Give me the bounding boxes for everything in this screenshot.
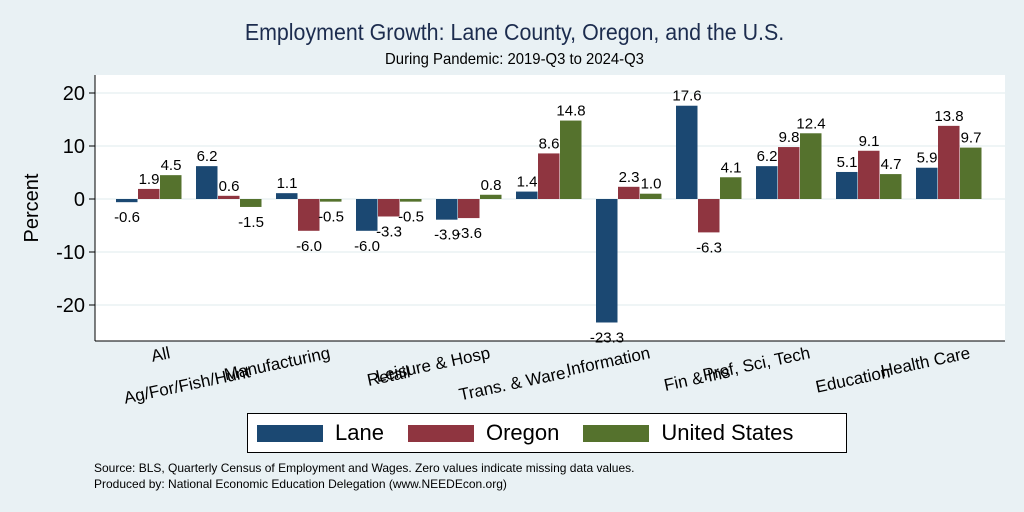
bar-chart: -0.61.94.56.20.6-1.51.1-6.0-0.5-6.0-3.3-…	[21, 75, 1005, 408]
bar-oregon	[298, 199, 320, 231]
bar-lane	[916, 167, 938, 199]
data-label: -0.6	[114, 209, 140, 226]
bar-oregon	[138, 188, 160, 199]
bar-oregon	[778, 147, 800, 199]
data-label: -6.0	[354, 238, 380, 255]
legend-swatch-lane	[257, 424, 323, 442]
data-label: -3.9	[434, 227, 460, 244]
data-label: 9.1	[859, 133, 880, 150]
legend-label-oregon: Oregon	[485, 420, 560, 445]
bar-united-states	[720, 177, 742, 199]
x-tick-label: Manufacturing	[223, 343, 332, 384]
data-label: -3.3	[376, 223, 402, 240]
y-axis-label: Percent	[21, 173, 43, 242]
data-label: 5.9	[917, 150, 938, 167]
y-tick-label: -10	[56, 242, 85, 264]
data-label: -0.5	[398, 209, 424, 226]
data-label: 12.4	[796, 115, 825, 132]
bar-oregon	[938, 125, 960, 199]
bar-lane	[196, 166, 218, 199]
legend: Lane Oregon United States	[247, 413, 847, 453]
bar-lane	[836, 171, 858, 199]
legend-item-oregon: Oregon	[407, 420, 560, 446]
bar-oregon	[218, 195, 240, 199]
data-label: 17.6	[672, 88, 701, 105]
data-label: 6.2	[757, 148, 778, 165]
bar-united-states	[160, 175, 182, 199]
data-label: 6.2	[197, 148, 218, 165]
legend-item-united-states: United States	[583, 420, 793, 446]
y-tick-label: 0	[74, 189, 85, 211]
bar-united-states	[960, 147, 982, 199]
bar-united-states	[480, 194, 502, 199]
produced-by-note: Produced by: National Economic Education…	[94, 477, 507, 491]
data-label: -1.5	[238, 214, 264, 231]
x-tick-label: Health Care	[879, 343, 972, 380]
data-label: 9.8	[779, 129, 800, 146]
data-label: -3.6	[456, 225, 482, 242]
chart-title: Employment Growth: Lane County, Oregon, …	[244, 19, 785, 45]
data-label: 0.6	[219, 178, 240, 195]
data-label: 1.9	[139, 171, 160, 188]
data-label: 2.3	[619, 169, 640, 186]
data-label: 4.1	[721, 159, 742, 176]
legend-label-lane: Lane	[335, 420, 384, 445]
bar-oregon	[538, 153, 560, 199]
bar-lane	[596, 199, 618, 323]
legend-swatch-united-states	[583, 424, 650, 442]
legend-swatch-oregon	[407, 424, 474, 442]
y-tick-label: -20	[56, 295, 85, 317]
x-tick-label: Information	[565, 343, 652, 379]
bar-united-states	[400, 199, 422, 202]
bar-lane	[676, 105, 698, 199]
data-label: 1.0	[641, 176, 662, 193]
bar-united-states	[560, 120, 582, 199]
bar-united-states	[640, 193, 662, 199]
legend-label-united-states: United States	[661, 420, 794, 445]
data-label: -6.0	[296, 238, 322, 255]
x-tick-label: Trans. & Ware.	[457, 362, 572, 404]
data-label: -6.3	[696, 239, 722, 256]
x-tick-label: Prof, Sci, Tech	[701, 343, 812, 384]
bar-lane	[116, 199, 138, 203]
data-label: 9.7	[961, 130, 982, 147]
data-label: 13.8	[934, 108, 963, 125]
y-tick-label: 10	[63, 136, 85, 158]
source-note: Source: BLS, Quarterly Census of Employm…	[94, 461, 635, 475]
bar-oregon	[378, 199, 400, 217]
bar-oregon	[698, 199, 720, 233]
x-tick-label: All	[149, 343, 171, 366]
data-label: 14.8	[556, 103, 585, 120]
data-label: 1.4	[517, 174, 538, 191]
data-label: 8.6	[539, 135, 560, 152]
bar-oregon	[458, 199, 480, 219]
bar-united-states	[320, 199, 342, 202]
bar-oregon	[618, 186, 640, 199]
data-label: 5.1	[837, 154, 858, 171]
bar-united-states	[800, 133, 822, 199]
bar-lane	[516, 191, 538, 199]
bar-lane	[356, 199, 378, 231]
bar-lane	[276, 193, 298, 199]
bar-united-states	[880, 174, 902, 199]
bar-lane	[436, 199, 458, 220]
bar-united-states	[240, 199, 262, 207]
footer: Source: BLS, Quarterly Census of Employm…	[94, 460, 634, 492]
chart-subtitle: During Pandemic: 2019-Q3 to 2024-Q3	[385, 51, 644, 68]
data-label: 4.7	[881, 156, 902, 173]
bar-lane	[756, 166, 778, 199]
data-label: 0.8	[481, 177, 502, 194]
x-tick-label: Leisure & Hosp	[374, 343, 492, 386]
legend-item-lane: Lane	[257, 420, 384, 446]
data-label: -0.5	[318, 209, 344, 226]
data-label: -23.3	[590, 329, 624, 346]
data-label: 4.5	[161, 157, 182, 174]
bar-oregon	[858, 150, 880, 199]
y-tick-label: 20	[63, 83, 85, 105]
data-label: 1.1	[277, 175, 298, 192]
plot-area	[95, 75, 1005, 341]
